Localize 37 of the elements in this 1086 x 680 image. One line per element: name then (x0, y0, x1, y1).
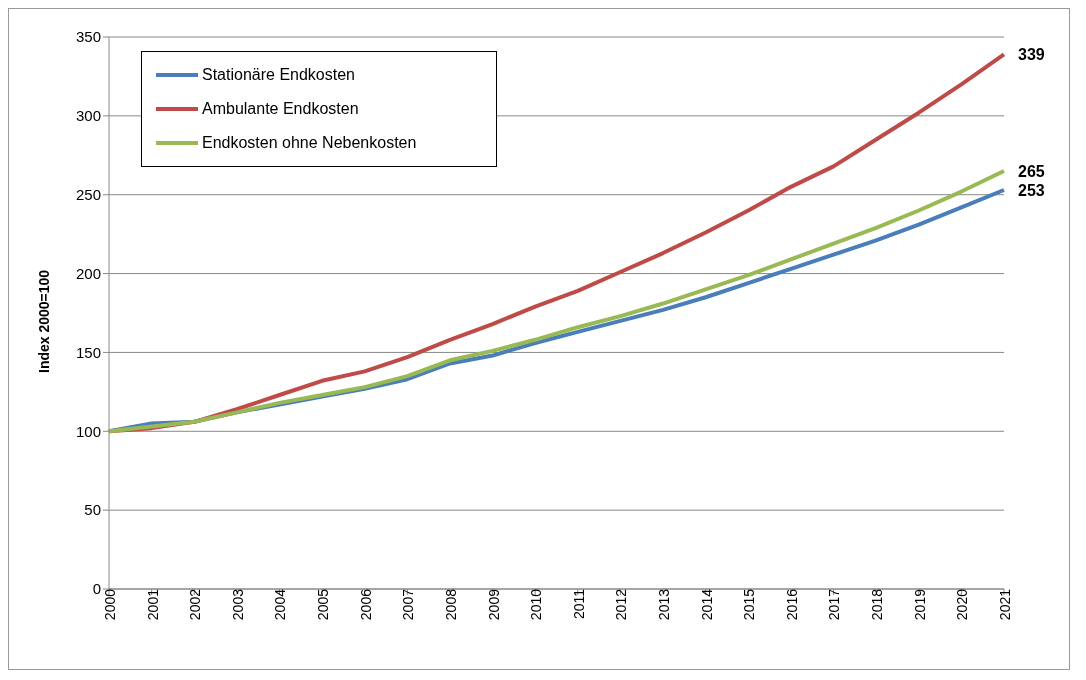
legend-label: Ambulante Endkosten (202, 100, 359, 118)
x-tick-label: 2021 (996, 588, 1013, 621)
y-tick-label: 200 (75, 264, 101, 282)
data-label: 339 (1018, 46, 1045, 64)
y-axis-title: Index 2000=100 (35, 269, 52, 373)
y-tick-label: 50 (84, 501, 101, 519)
data-label: 265 (1018, 163, 1045, 181)
x-tick-label: 2006 (357, 588, 374, 621)
x-tick-label: 2011 (570, 588, 587, 620)
x-tick-label: 2019 (911, 588, 928, 621)
x-tick-label: 2018 (869, 588, 886, 621)
x-tick-label: 2003 (229, 588, 246, 621)
y-tick-label: 150 (75, 343, 101, 361)
x-tick-label: 2010 (528, 588, 545, 621)
x-tick-label: 2017 (826, 588, 843, 621)
legend-label: Stationäre Endkosten (202, 66, 355, 84)
x-tick-label: 2014 (698, 588, 715, 621)
data-label: 253 (1018, 181, 1045, 199)
x-tick-label: 2013 (655, 588, 672, 621)
x-tick-label: 2012 (613, 588, 630, 621)
x-tick-label: 2002 (187, 588, 204, 621)
x-tick-label: 2020 (954, 588, 971, 621)
y-tick-label: 100 (75, 422, 101, 440)
x-tick-label: 2008 (442, 588, 459, 621)
y-tick-label: 0 (92, 580, 101, 598)
y-tick-label: 300 (75, 107, 101, 125)
x-tick-label: 2001 (144, 588, 161, 621)
x-tick-label: 2009 (485, 588, 502, 621)
x-tick-label: 2007 (400, 588, 417, 621)
x-tick-label: 2005 (315, 588, 332, 621)
x-tick-label: 2015 (741, 588, 758, 621)
x-tick-label: 2000 (101, 588, 118, 621)
y-tick-label: 250 (75, 186, 101, 204)
x-tick-label: 2004 (272, 588, 289, 621)
x-tick-label: 2016 (783, 588, 800, 621)
legend-label: Endkosten ohne Nebenkosten (202, 134, 417, 152)
y-tick-label: 350 (75, 28, 101, 46)
